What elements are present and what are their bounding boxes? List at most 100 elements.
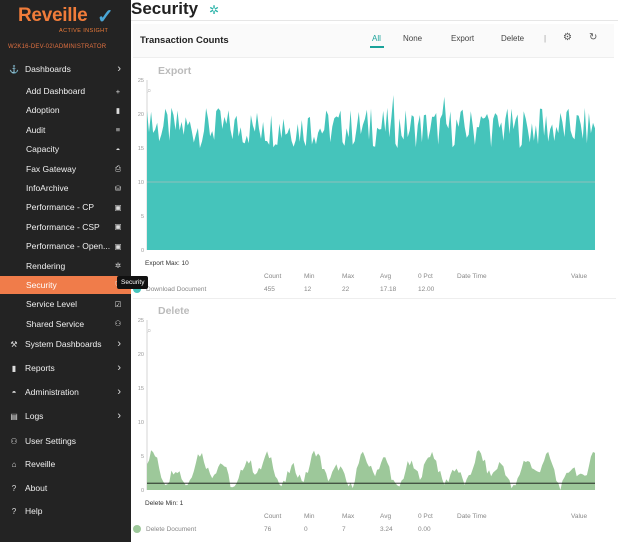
sidebar-item-label: Capacity — [26, 144, 60, 155]
zoom-icon[interactable]: ⌕ — [147, 86, 152, 95]
sidebar-item-service-level[interactable]: Service Level ☑ — [0, 295, 131, 313]
y-tick-label: 10 — [138, 420, 144, 426]
sidebar-item-add-dashboard[interactable]: Add Dashboard + — [0, 82, 131, 100]
zoom-icon[interactable]: ⌕ — [147, 326, 152, 335]
stats-header-max: Max — [342, 273, 355, 280]
stats-header-min: Min — [304, 513, 315, 520]
sidebar-item-performance-open[interactable]: Performance - Open... ▣ — [0, 237, 131, 255]
sidebar-item-user-settings[interactable]: ⚇ User Settings — [0, 432, 131, 450]
y-tick-label: 5 — [141, 454, 144, 460]
y-tick-label: 15 — [138, 386, 144, 392]
stats-cell-name: Delete Document — [146, 526, 197, 533]
sidebar-item-label: Adoption — [26, 105, 60, 116]
sidebar-item-label: Reveille — [25, 459, 56, 469]
delete-chart-title: Delete — [158, 305, 190, 317]
sidebar-item-label: Fax Gateway — [26, 163, 77, 174]
sidebar-item-shared-service[interactable]: Shared Service ⚇ — [0, 315, 131, 333]
filter-export[interactable]: Export — [451, 34, 475, 43]
sidebar-item-label: About — [25, 483, 48, 493]
gear-icon[interactable]: ⚙ — [563, 32, 572, 43]
logo-subtitle: ACTIVE INSIGHT — [59, 28, 109, 34]
delete-caption: Delete Min: 1 — [145, 500, 184, 507]
filter-all[interactable]: All — [372, 34, 381, 43]
y-tick-label: 10 — [138, 180, 144, 186]
y-tick-label: 20 — [138, 112, 144, 118]
sidebar-item-label: Performance - CSP — [26, 221, 100, 232]
sidebar-item-infoarchive[interactable]: InfoArchive ⛁ — [0, 179, 131, 197]
sidebar-item-performance-csp[interactable]: Performance - CSP ▣ — [0, 218, 131, 236]
sidebar-item-help[interactable]: ? Help — [0, 502, 131, 520]
stats-cell-max: 22 — [342, 286, 350, 293]
sidebar-item-fax-gateway[interactable]: Fax Gateway ⎙ — [0, 160, 131, 178]
sidebar-item-administration[interactable]: ◓ Administration › — [0, 383, 131, 401]
database-icon: ⛁ — [114, 183, 122, 193]
sidebar-item-label: Dashboards — [25, 64, 71, 74]
sidebar-item-security[interactable]: Security⛉ — [0, 276, 131, 294]
divider — [133, 298, 616, 299]
sidebar-item-logs[interactable]: ▤ Logs › — [0, 407, 131, 425]
chevron-right-icon: › — [117, 362, 121, 374]
sidebar-item-label: Security — [26, 280, 57, 290]
sidebar-item-label: Help — [25, 506, 43, 516]
sidebar-item-label: Audit — [26, 124, 46, 135]
y-tick-label: 25 — [138, 318, 144, 324]
legend-dot[interactable] — [133, 285, 141, 293]
sidebar-item-label: Shared Service — [26, 318, 85, 329]
sidebar-item-label: InfoArchive — [26, 183, 69, 193]
sidebar: Reveille ✓ ACTIVE INSIGHT W2K16-DEV-02\A… — [0, 0, 149, 542]
sidebar-item-label: Performance - CP — [26, 202, 95, 213]
y-tick-label: 0 — [141, 248, 144, 254]
delete-chart-panel: Delete ⌕ 0 5 10 15 20 25 Delete Min: 1 — [133, 300, 616, 510]
stats-header-max: Max — [342, 513, 355, 520]
stats-header-min: Min — [304, 273, 315, 280]
home-icon: ⌂ — [11, 459, 17, 469]
filter-delete[interactable]: Delete — [501, 34, 525, 43]
stats-cell-avg: 3.24 — [380, 526, 393, 533]
stats-header-value: Value — [571, 513, 588, 520]
legend-dot[interactable] — [133, 525, 141, 533]
sidebar-item-rendering[interactable]: Rendering ✲ — [0, 257, 131, 275]
sidebar-item-adoption[interactable]: Adoption ▮ — [0, 101, 131, 119]
wrench-icon: ⚒ — [10, 339, 18, 349]
sidebar-item-about[interactable]: ? About — [0, 479, 131, 497]
export-chart-title: Export — [158, 65, 192, 77]
check-box-icon: ☑ — [114, 299, 122, 309]
stats-header-0-pct: 0 Pct — [418, 273, 433, 280]
y-tick-label: 25 — [138, 78, 144, 84]
stats-header-date-time: Date Time — [457, 273, 487, 280]
question-icon: ? — [11, 483, 17, 493]
export-chart: 0 5 10 15 20 25 — [138, 78, 595, 254]
main-content: Security ✲ Transaction Counts All None E… — [131, 0, 618, 542]
user-icon: ⚇ — [10, 436, 18, 446]
user-icon: ⚇ — [114, 319, 122, 329]
export-chart-panel: Export ⌕ 0 5 10 15 20 25 Export Max: 10 — [133, 60, 616, 296]
stats-header-value: Value — [571, 273, 588, 280]
export-caption: Export Max: 10 — [145, 260, 189, 267]
stats-header-avg: Avg — [380, 273, 392, 280]
sidebar-item-performance-cp[interactable]: Performance - CP ▣ — [0, 198, 131, 216]
sidebar-item-audit[interactable]: Audit ≡ — [0, 121, 131, 139]
fax-icon: ⎙ — [115, 163, 121, 173]
settings-gear-icon[interactable]: ✲ — [209, 3, 220, 17]
sidebar-item-capacity[interactable]: Capacity ◓ — [0, 140, 131, 158]
delete-chart: 0 5 10 15 20 25 — [138, 318, 595, 494]
sidebar-item-dashboards[interactable]: ⚓ Dashboards › — [0, 60, 131, 78]
page-title: Security — [131, 0, 199, 18]
sidebar-item-system-dashboards[interactable]: ⚒ System Dashboards › — [0, 335, 131, 353]
y-tick-label: 5 — [141, 214, 144, 220]
stats-cell-max: 7 — [342, 526, 346, 533]
sidebar-item-label: Performance - Open... — [26, 241, 111, 252]
logo[interactable]: Reveille ✓ ACTIVE INSIGHT — [18, 5, 114, 35]
chart-box-icon: ▣ — [114, 241, 122, 251]
sidebar-item-label: User Settings — [25, 436, 77, 446]
chevron-right-icon: › — [117, 386, 121, 398]
separator: | — [544, 34, 547, 43]
series-area[interactable] — [147, 450, 595, 490]
stats-cell-pct: 0.00 — [418, 526, 431, 533]
filter-none[interactable]: None — [403, 34, 423, 43]
sidebar-item-reports[interactable]: ▮ Reports › — [0, 359, 131, 377]
series-area[interactable] — [147, 95, 595, 250]
sidebar-item-reveille[interactable]: ⌂ Reveille — [0, 455, 131, 473]
refresh-icon[interactable]: ↻ — [589, 32, 598, 43]
